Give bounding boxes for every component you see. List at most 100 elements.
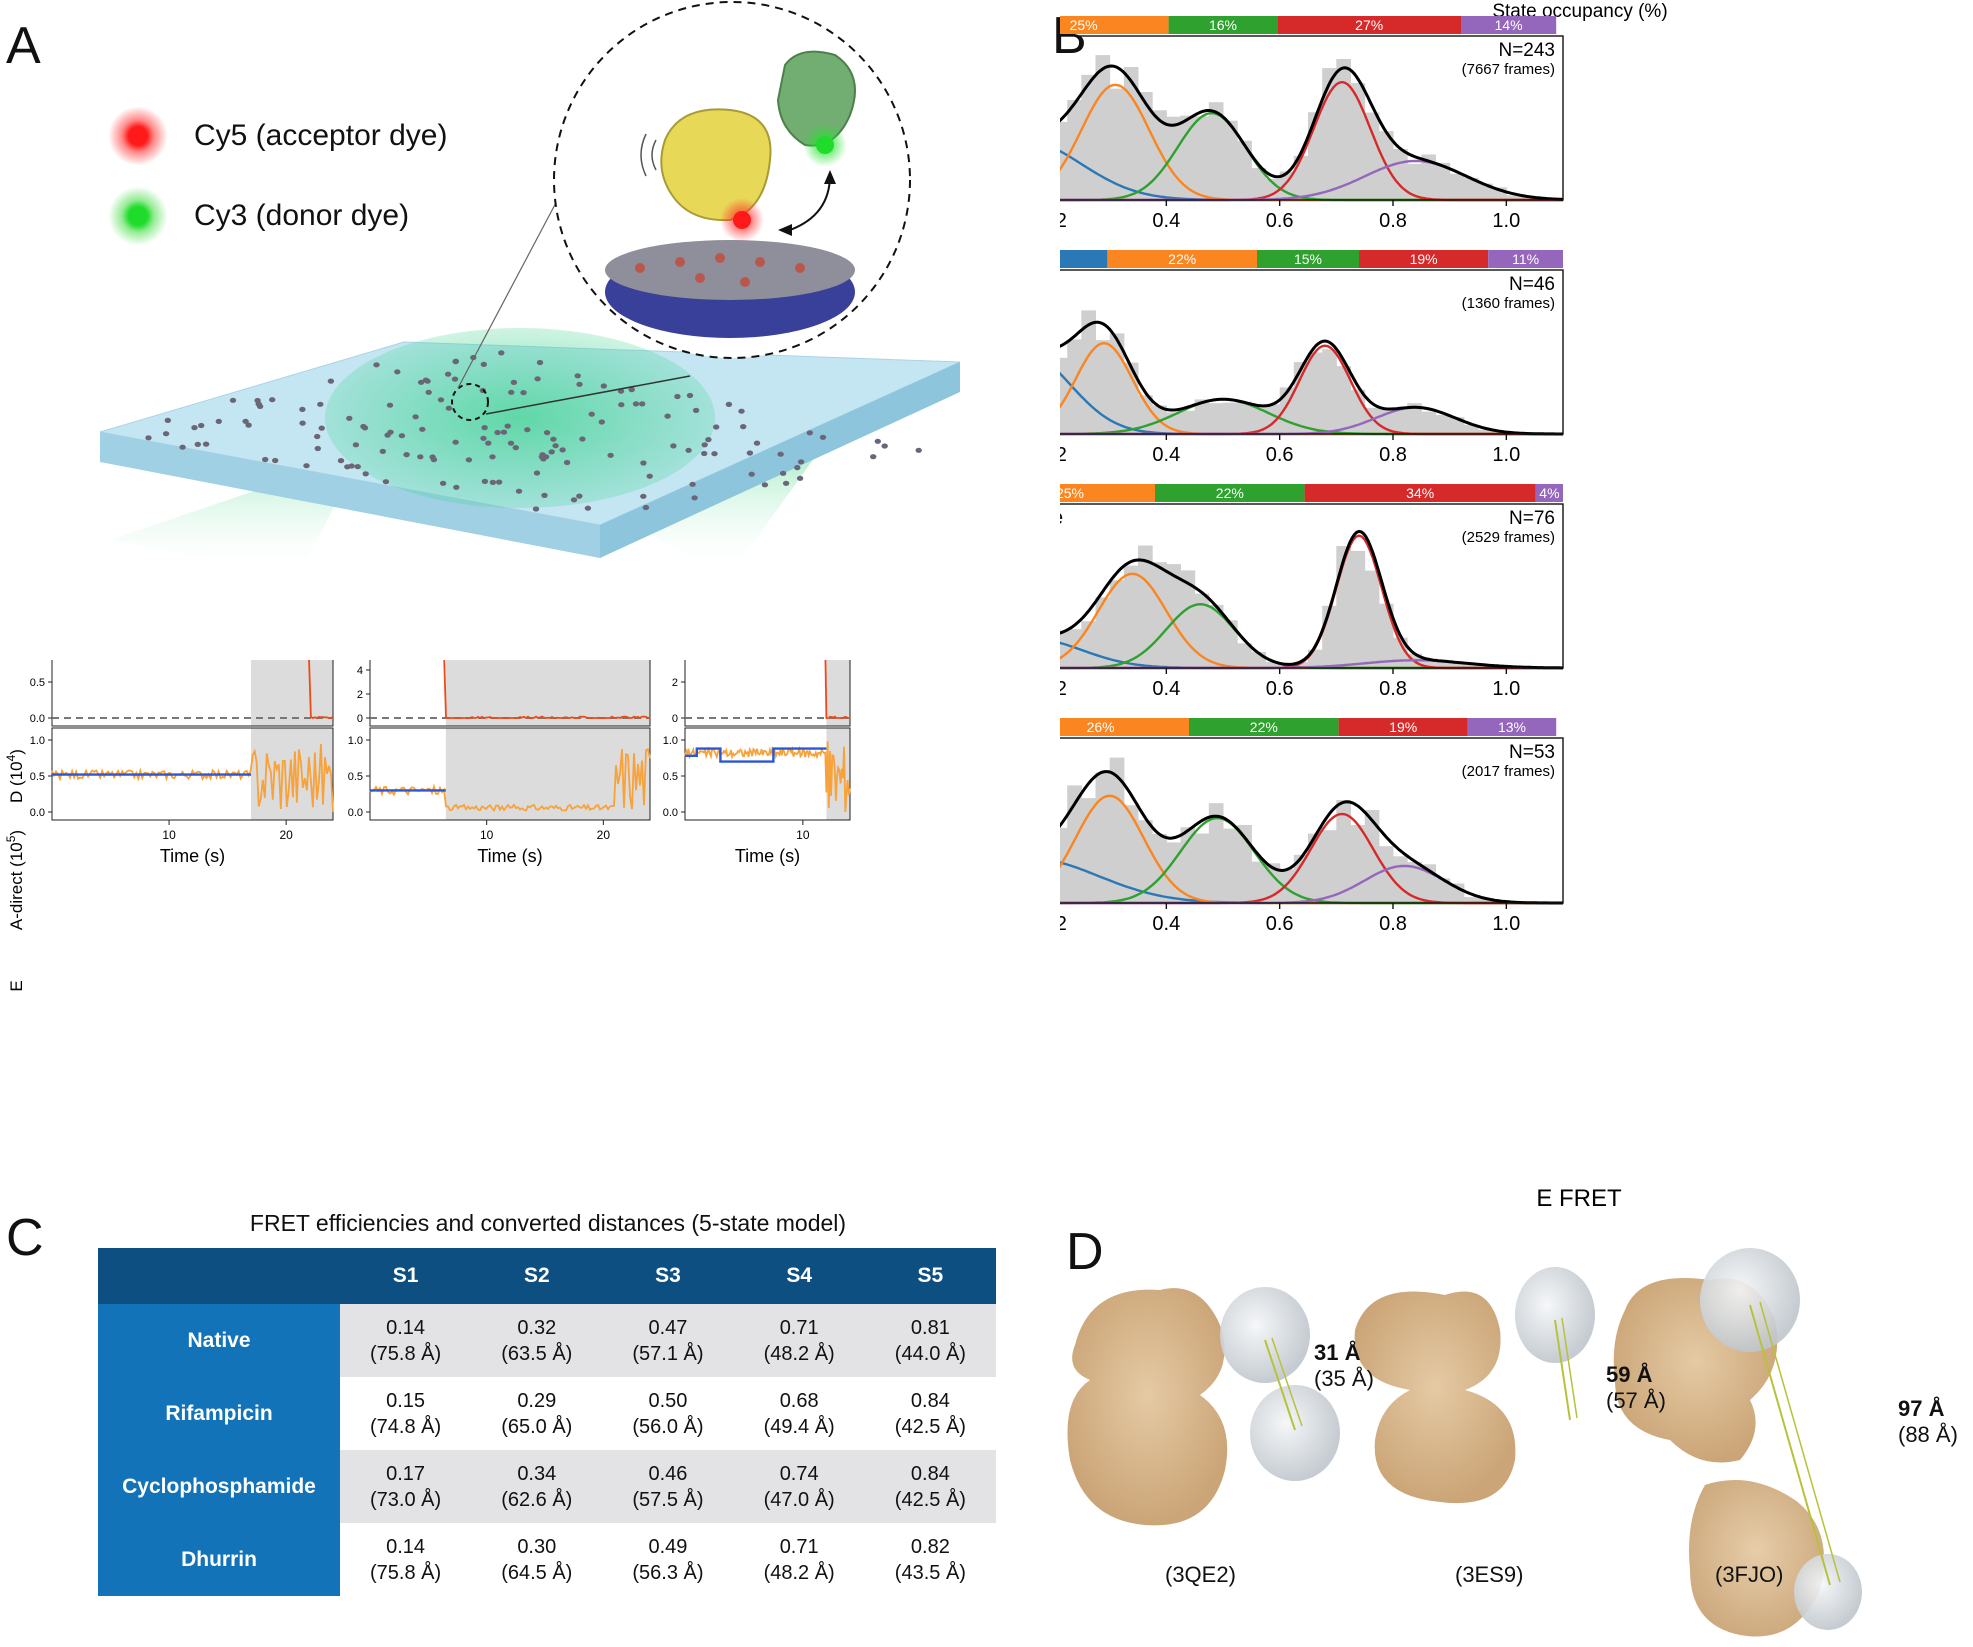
surface-molecule bbox=[242, 418, 249, 424]
distance-value: (47.0 Å) bbox=[763, 1488, 835, 1511]
surface-molecule bbox=[481, 425, 488, 431]
table-cell: 0.30 (64.5 Å) bbox=[471, 1523, 603, 1596]
surface-molecule bbox=[314, 433, 321, 440]
surface-molecule bbox=[777, 451, 784, 457]
surface-molecule bbox=[738, 408, 745, 414]
surface-molecule bbox=[191, 425, 198, 431]
table-row: Cyclophosphamide 0.17 (73.0 Å) 0.34 (62.6 Å)… bbox=[98, 1450, 996, 1523]
surface-molecule bbox=[598, 419, 605, 425]
surface-molecule bbox=[361, 425, 369, 431]
surface-molecule bbox=[299, 420, 306, 426]
fret-efficiency-value: 0.84 bbox=[910, 1389, 950, 1412]
histogram-bar bbox=[1364, 112, 1380, 200]
occupancy-label: 25% bbox=[1060, 485, 1084, 501]
histogram-bar bbox=[1421, 154, 1436, 200]
panel-label-d: D bbox=[1066, 1223, 1104, 1281]
table-cell: 0.49 (56.3 Å) bbox=[602, 1523, 734, 1596]
surface-molecule bbox=[262, 456, 269, 463]
histogram-bar bbox=[1308, 833, 1323, 903]
mixture-fit-curve bbox=[1060, 770, 1563, 905]
table-cell: 0.14 (75.8 Å) bbox=[340, 1523, 472, 1596]
histogram-bar bbox=[1364, 570, 1380, 668]
surface-molecule bbox=[489, 454, 496, 460]
surface-molecule bbox=[481, 478, 489, 484]
histogram-bar bbox=[1194, 833, 1210, 903]
occupancy-segment bbox=[1155, 484, 1305, 502]
table-header-row: S1 S2 S3 S4 S5 bbox=[98, 1248, 996, 1304]
donor-dye bbox=[816, 136, 834, 154]
model-distance-3qe2: (35 Å) bbox=[1314, 1366, 1374, 1391]
y-tick-label: 2 bbox=[357, 689, 363, 701]
surface-molecule bbox=[145, 435, 152, 441]
bleach-region bbox=[826, 660, 850, 726]
surface-molecule bbox=[498, 350, 505, 356]
fret-efficiency-value: 0.34 bbox=[517, 1462, 557, 1485]
surface-molecule bbox=[485, 440, 492, 446]
surface-molecule bbox=[337, 458, 345, 464]
table-cell: 0.17 (73.0 Å) bbox=[340, 1450, 472, 1523]
dye-cloud-3 bbox=[1515, 1267, 1595, 1363]
histogram-bar bbox=[1194, 399, 1210, 434]
fret-efficiency-value: 0.50 bbox=[648, 1389, 688, 1412]
x-tick-label: 0.4 bbox=[1152, 210, 1180, 232]
distance-value: (48.2 Å) bbox=[763, 1342, 835, 1365]
surface-molecule bbox=[806, 430, 813, 436]
surface-molecule bbox=[444, 371, 452, 377]
structure-3qe2 bbox=[1067, 1287, 1340, 1526]
histogram-bar bbox=[1067, 339, 1082, 434]
trace-axes-frame bbox=[369, 727, 651, 821]
fret-efficiency-value: 0.14 bbox=[386, 1316, 426, 1339]
occupancy-segment bbox=[1338, 718, 1468, 736]
surface-molecule bbox=[512, 445, 519, 451]
occupancy-label: 25% bbox=[1070, 17, 1098, 33]
donor-dye-swatch bbox=[108, 186, 168, 246]
distance-value: (75.8 Å) bbox=[370, 1342, 442, 1365]
histogram-axes-frame bbox=[1060, 503, 1564, 669]
histogram-bar bbox=[1123, 805, 1139, 903]
surface-molecule bbox=[552, 443, 559, 449]
histogram-bar bbox=[1350, 550, 1366, 668]
histogram-bar bbox=[1308, 352, 1323, 434]
frame-count: (2529 frames) bbox=[1462, 529, 1555, 546]
x-tick-label: 0.6 bbox=[1266, 444, 1294, 466]
surface-molecule bbox=[437, 397, 445, 403]
surface-molecule bbox=[303, 463, 310, 469]
histogram-bar bbox=[1208, 604, 1224, 668]
fret-efficiency-value: 0.71 bbox=[779, 1535, 819, 1558]
surface-molecule bbox=[494, 429, 501, 436]
x-tick-label: 0.6 bbox=[1266, 913, 1294, 935]
table-header-corner bbox=[98, 1248, 340, 1304]
surface-molecule bbox=[362, 471, 369, 477]
surface-molecule bbox=[424, 378, 431, 384]
trace-axes-frame bbox=[684, 660, 851, 727]
histogram-bar bbox=[1350, 83, 1366, 200]
occupancy-label: 16% bbox=[1209, 17, 1237, 33]
histogram-bar bbox=[1435, 878, 1451, 903]
surface-molecule bbox=[548, 449, 555, 455]
histogram-bar bbox=[1293, 662, 1309, 668]
surface-molecule bbox=[618, 402, 625, 408]
histogram-bar bbox=[1449, 173, 1465, 200]
surface-molecule bbox=[194, 441, 201, 447]
distance-value-3es9: 59 Å bbox=[1606, 1362, 1653, 1387]
trace-xlabel: Time (s) bbox=[735, 846, 800, 866]
surface-molecule bbox=[314, 445, 321, 452]
model-distance-3fjo: (88 Å) bbox=[1898, 1422, 1958, 1447]
panel-label-a: A bbox=[6, 17, 41, 75]
surface-molecule bbox=[701, 442, 708, 448]
surface-molecule bbox=[881, 443, 888, 449]
table-cell: 0.15 (74.8 Å) bbox=[340, 1377, 472, 1450]
histogram-bar bbox=[1322, 605, 1337, 668]
distance-value: (74.8 Å) bbox=[370, 1415, 442, 1438]
surface-molecule bbox=[540, 456, 547, 462]
histogram-bar bbox=[1081, 310, 1096, 434]
x-tick-label: 0.4 bbox=[1152, 913, 1180, 935]
acceptor-dye bbox=[733, 211, 751, 229]
surface-molecule bbox=[711, 451, 718, 457]
occupancy-label: 34% bbox=[1406, 485, 1434, 501]
histogram-bar bbox=[1463, 177, 1479, 200]
occupancy-label: 22% bbox=[1216, 485, 1244, 501]
surface-molecule bbox=[394, 369, 401, 375]
surface-molecule bbox=[588, 411, 595, 417]
histogram-bar bbox=[1251, 861, 1266, 903]
